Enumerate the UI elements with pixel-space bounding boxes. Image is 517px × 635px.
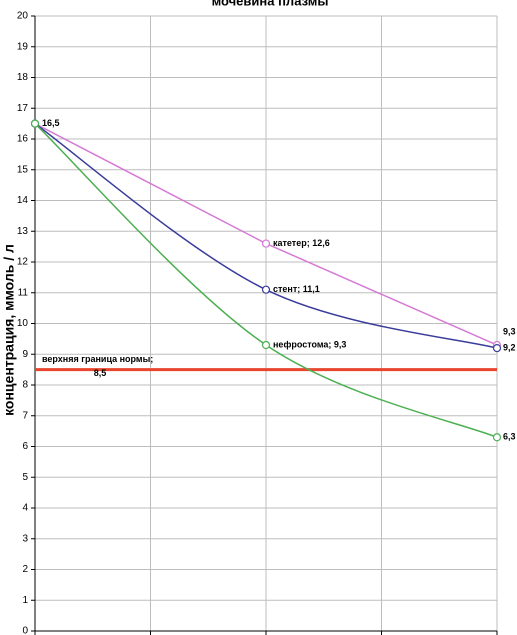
data-label: 9,2: [503, 342, 516, 352]
y-tick-label: 20: [17, 11, 29, 22]
y-tick-label: 12: [17, 257, 29, 268]
y-tick-label: 3: [22, 533, 28, 544]
y-tick-label: 18: [17, 72, 29, 83]
data-point: [261, 285, 271, 294]
data-label: 6,3: [503, 432, 516, 442]
y-tick-label: 2: [22, 564, 28, 575]
y-tick-label: 14: [17, 195, 29, 206]
y-tick-label: 0: [22, 626, 28, 635]
y-tick-label: 19: [17, 41, 29, 52]
data-point: [261, 239, 271, 248]
y-tick-label: 10: [17, 318, 29, 329]
y-tick-label: 8: [22, 380, 28, 391]
data-point: [261, 340, 271, 350]
data-point: [492, 344, 502, 353]
data-label: стент; 11,1: [273, 284, 320, 294]
y-tick-label: 11: [18, 287, 29, 298]
y-tick-label: 6: [22, 441, 28, 452]
y-tick-label: 15: [17, 164, 29, 175]
y-tick-label: 16: [17, 134, 29, 145]
y-tick-label: 7: [22, 410, 28, 421]
data-label: катетер; 12,6: [273, 238, 330, 248]
data-label: нефростома; 9,3: [273, 339, 346, 349]
y-tick-label: 9: [22, 349, 28, 360]
y-tick-label: 17: [17, 103, 29, 114]
data-label: 16,5: [42, 118, 60, 128]
y-tick-label: 5: [22, 472, 28, 483]
data-point: [30, 119, 40, 128]
chart-title: мочевина плазмы: [212, 0, 329, 8]
data-point: [492, 433, 502, 442]
reference-label: 8,5: [94, 368, 107, 378]
y-tick-label: 4: [22, 503, 28, 514]
data-label: 9,3: [503, 326, 516, 336]
reference-label: верхняя граница нормы;: [42, 354, 153, 364]
y-axis-label: концентрация, ммоль / л: [1, 244, 17, 416]
y-tick-label: 1: [22, 595, 28, 606]
y-tick-label: 13: [17, 226, 29, 237]
